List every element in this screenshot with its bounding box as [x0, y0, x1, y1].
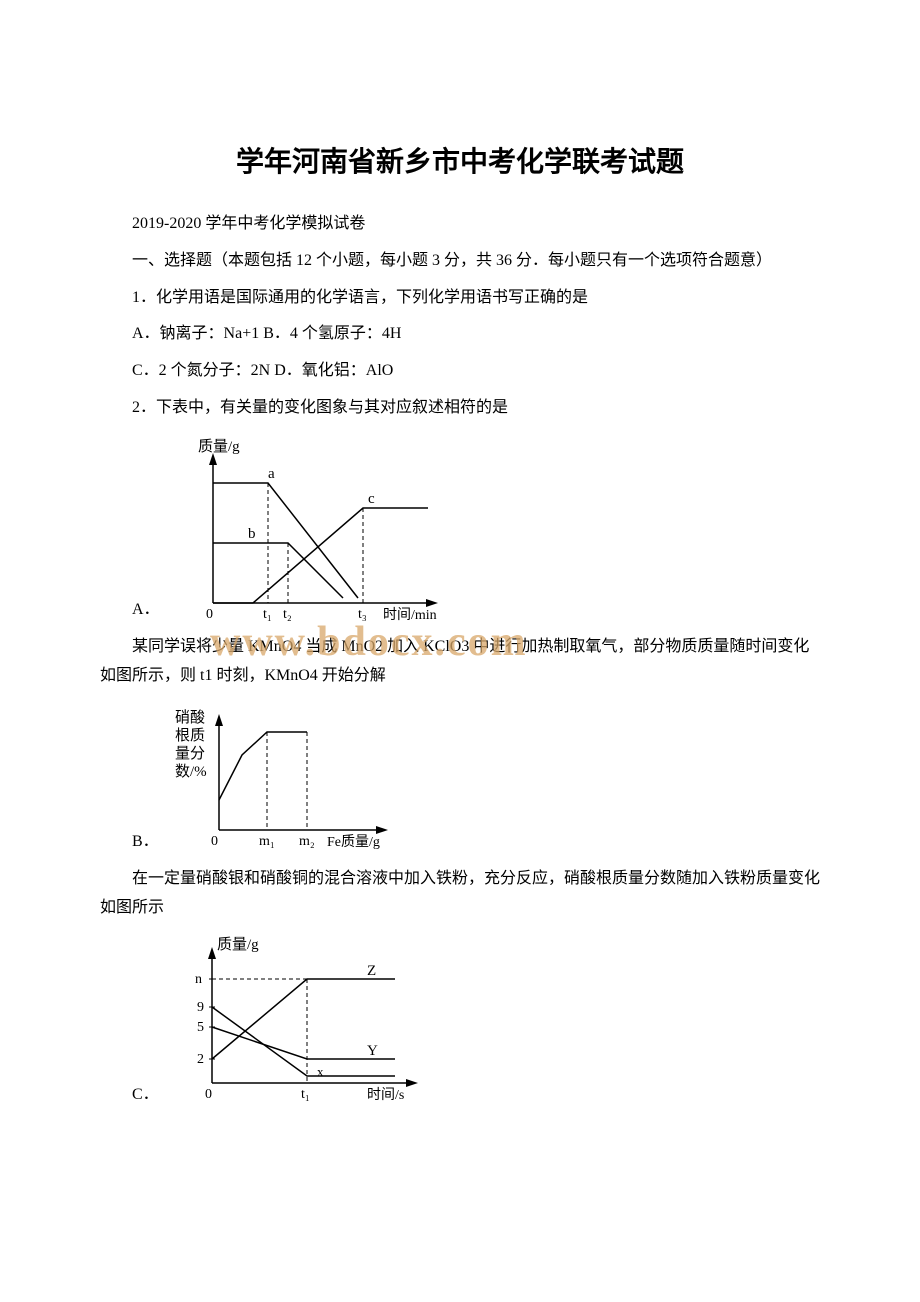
- q1-options-c: C．2 个氮分子：2N D．氧化铝：AlO: [100, 357, 820, 386]
- chart-b-svg: 硝酸 根质 量分 数/% 0 m₁ m₂ Fe质量/g: [167, 700, 397, 855]
- q1-stem: 1．化学用语是国际通用的化学语言，下列化学用语书写正确的是: [100, 284, 820, 313]
- section-heading: 一、选择题（本题包括 12 个小题，每小题 3 分，共 36 分．每小题只有一个…: [100, 247, 820, 276]
- q2-stem: 2．下表中，有关量的变化图象与其对应叙述相符的是: [100, 394, 820, 423]
- chart-a-ylabel: 质量/g: [198, 438, 240, 455]
- svg-text:5: 5: [197, 1020, 204, 1035]
- q1-options-a: A．钠离子：Na+1 B．4 个氢原子：4H: [100, 320, 820, 349]
- chart-a-label-c: c: [368, 491, 375, 507]
- option-b-letter: B．: [100, 827, 159, 855]
- svg-text:硝酸: 硝酸: [175, 709, 205, 726]
- chart-b-row: B． 硝酸 根质 量分 数/% 0 m₁ m₂ Fe质量/g: [100, 700, 820, 855]
- svg-text:2: 2: [197, 1052, 204, 1067]
- svg-text:数/%: 数/%: [175, 763, 207, 780]
- svg-text:Y: Y: [367, 1043, 378, 1059]
- chart-a-svg: 质量/g a b c 0 t₁ t₂ t₃ 时间/min: [168, 433, 448, 623]
- svg-text:t₂: t₂: [283, 607, 292, 622]
- chart-a-box: 质量/g a b c 0 t₁ t₂ t₃ 时间/min: [168, 433, 448, 623]
- svg-text:t₃: t₃: [358, 607, 367, 622]
- sub-heading: 2019-2020 学年中考化学模拟试卷: [100, 210, 820, 239]
- svg-text:0: 0: [205, 1087, 212, 1102]
- chart-b-xlabel: Fe质量/g: [327, 834, 380, 850]
- chart-b-box: 硝酸 根质 量分 数/% 0 m₁ m₂ Fe质量/g: [167, 700, 397, 855]
- chart-a-xlabel: 时间/min: [383, 607, 437, 623]
- chart-a-label-b: b: [248, 526, 256, 542]
- option-c-letter: C．: [100, 1080, 159, 1108]
- svg-text:量分: 量分: [175, 745, 205, 762]
- chart-c-row: C． 质量/g n 9 5 2 Z: [100, 933, 820, 1108]
- svg-text:Z: Z: [367, 963, 376, 979]
- svg-text:0: 0: [206, 607, 213, 622]
- chart-c-svg: 质量/g n 9 5 2 Z Y x: [167, 933, 427, 1108]
- chart-a-label-a: a: [268, 466, 275, 482]
- svg-text:t₁: t₁: [301, 1087, 310, 1102]
- chart-c-ylabel: 质量/g: [217, 936, 259, 953]
- svg-text:9: 9: [197, 1000, 204, 1015]
- svg-text:n: n: [195, 972, 202, 987]
- svg-text:m₁: m₁: [259, 834, 275, 849]
- svg-text:t₁: t₁: [263, 607, 272, 622]
- svg-text:0: 0: [211, 834, 218, 849]
- page-title: 学年河南省新乡市中考化学联考试题: [100, 140, 820, 180]
- option-b-desc: 在一定量硝酸银和硝酸铜的混合溶液中加入铁粉，充分反应，硝酸根质量分数随加入铁粉质…: [100, 865, 820, 923]
- chart-a-row: A． 质量/g a b c 0 t₁ t₂: [100, 433, 820, 623]
- option-a-letter: A．: [100, 595, 160, 623]
- option-a-desc: 某同学误将少量 KMnO4 当成 MnO2 加入 KClO3 中进行加热制取氧气…: [100, 633, 820, 691]
- chart-c-xlabel: 时间/s: [367, 1087, 404, 1103]
- svg-text:根质: 根质: [175, 727, 205, 744]
- svg-text:m₂: m₂: [299, 834, 315, 849]
- svg-text:x: x: [317, 1064, 324, 1079]
- chart-c-box: 质量/g n 9 5 2 Z Y x: [167, 933, 427, 1108]
